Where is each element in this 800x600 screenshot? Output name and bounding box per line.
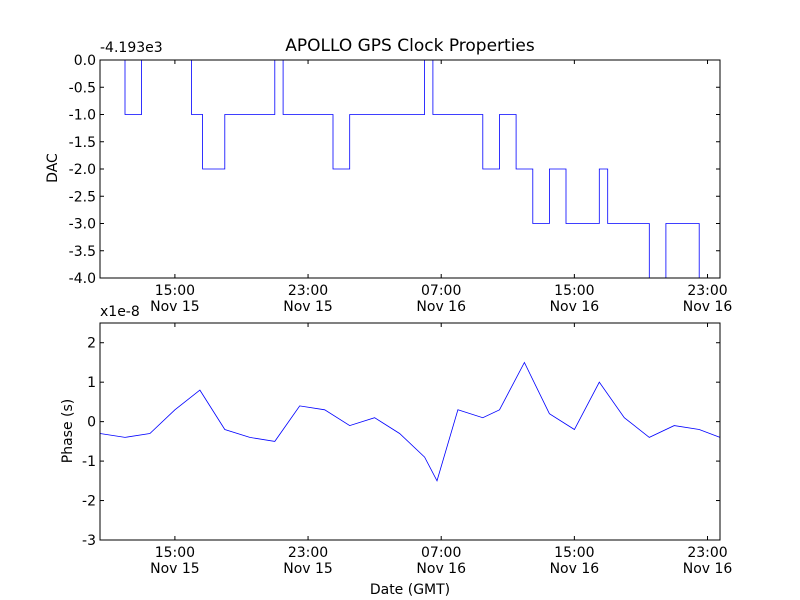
- dac-x-tick-date: Nov 16: [683, 299, 733, 315]
- dac-y-tick-label: -2.0: [69, 162, 96, 178]
- phase-y-tick-label: -3: [82, 533, 96, 549]
- phase-x-tick-date: Nov 16: [550, 561, 600, 577]
- figure-title: APOLLO GPS Clock Properties: [285, 36, 535, 56]
- phase-x-tick-time: 23:00: [288, 545, 328, 561]
- dac-x-tick-date: Nov 16: [550, 299, 600, 315]
- dac-panel: -4.193e3 DAC 0.0 -0.5 -1.0 -1.5 -2.0 -2.5 -3.0…: [45, 40, 732, 315]
- dac-y-tick-label: -4.0: [69, 271, 96, 287]
- dac-x-tick-date: Nov 16: [416, 299, 466, 315]
- phase-x-tick-time: 07:00: [421, 545, 461, 561]
- dac-x-tick-time: 23:00: [288, 283, 328, 299]
- phase-y-axis-label: Phase (s): [60, 399, 76, 463]
- dac-y-tick-label: 0.0: [74, 53, 96, 69]
- dac-x-tick-time: 15:00: [554, 283, 594, 299]
- phase-y-tick-label: 2: [87, 336, 96, 352]
- phase-y-tick-label: 0: [87, 415, 96, 431]
- dac-series-line: [100, 59, 721, 279]
- phase-x-tick-time: 15:00: [155, 545, 195, 561]
- phase-y-tick-label: -1: [82, 454, 96, 470]
- phase-series-line: [99, 361, 721, 482]
- dac-y-tick-label: -3.0: [69, 217, 96, 233]
- phase-x-tick-date: Nov 15: [283, 561, 333, 577]
- phase-x-tick-date: Nov 16: [683, 561, 733, 577]
- phase-offset-label: x1e-8: [100, 304, 140, 320]
- dac-y-tick-label: -1.0: [69, 108, 96, 124]
- dac-x-tick-time: 23:00: [687, 283, 727, 299]
- phase-x-tick-date: Nov 16: [416, 561, 466, 577]
- phase-plot-frame: [99, 322, 721, 541]
- dac-x-tick-date: Nov 15: [283, 299, 333, 315]
- dac-y-tick-label: -1.5: [69, 135, 96, 151]
- dac-y-tick-label: -0.5: [69, 80, 96, 96]
- dac-plot-frame: [99, 59, 721, 279]
- dac-x-tick-time: 07:00: [421, 283, 461, 299]
- dac-y-tick-label: -2.5: [69, 189, 96, 205]
- dac-x-tick-time: 15:00: [155, 283, 195, 299]
- dac-y-tick-label: -3.5: [69, 244, 96, 260]
- phase-x-tick-time: 23:00: [687, 545, 727, 561]
- phase-y-tick-label: -2: [82, 494, 96, 510]
- dac-y-axis-label: DAC: [45, 153, 61, 183]
- phase-x-tick-time: 15:00: [554, 545, 594, 561]
- x-axis-label: Date (GMT): [370, 582, 450, 598]
- phase-y-tick-label: 1: [87, 375, 96, 391]
- phase-x-tick-date: Nov 15: [150, 561, 200, 577]
- dac-x-tick-date: Nov 15: [150, 299, 200, 315]
- dac-offset-label: -4.193e3: [100, 40, 163, 56]
